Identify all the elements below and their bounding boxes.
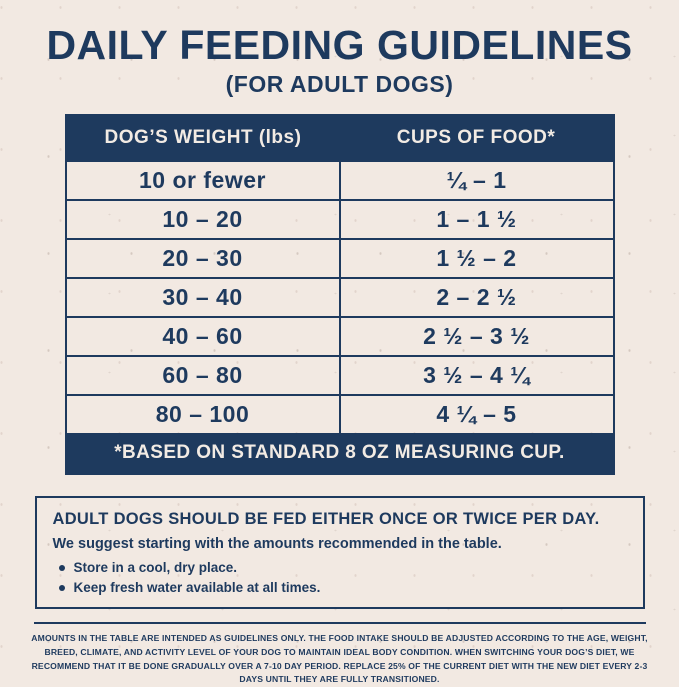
table-row: 60 – 80 3 ½ – 4 ¼ [66,355,613,395]
cups-cell: 3 ½ – 4 ¼ [423,362,530,389]
weight-cell: 10 – 20 [67,201,341,239]
weight-cell: 30 – 40 [67,279,341,317]
column-header-cups: CUPS OF FOOD* [396,127,556,149]
column-header-weight: DOG’S WEIGHT (lbs) [104,127,302,149]
table-row: 10 – 20 1 – 1 ½ [66,199,613,239]
weight-cell: 20 – 30 [67,240,341,278]
feeding-table: DOG’S WEIGHT (lbs) CUPS OF FOOD* 10 or f… [64,114,615,476]
info-bullet-list: Store in a cool, dry place. Keep fresh w… [53,560,627,595]
table-footnote: *BASED ON STANDARD 8 OZ MEASURING CUP. [66,433,613,474]
cups-cell: 2 – 2 ½ [436,284,517,311]
bullet-text: Store in a cool, dry place. [73,560,238,576]
table-row: 10 or fewer ¼ – 1 [66,160,613,200]
info-bullet-item: Keep fresh water available at all times. [53,580,627,595]
table-header-row: DOG’S WEIGHT (lbs) CUPS OF FOOD* [66,116,613,161]
info-subheading: We suggest starting with the amounts rec… [52,536,502,553]
bullet-dot-icon [58,565,65,572]
bullet-dot-icon [58,585,65,592]
cups-cell: 1 ½ – 2 [436,245,517,272]
table-row: 20 – 30 1 ½ – 2 [66,238,613,278]
info-bullet-item: Store in a cool, dry place. [53,560,627,575]
weight-cell: 10 or fewer [67,162,341,200]
bullet-text: Keep fresh water available at all times. [73,580,321,596]
table-row: 40 – 60 2 ½ – 3 ½ [66,316,613,356]
table-row: 30 – 40 2 – 2 ½ [66,277,613,317]
cups-cell: 2 ½ – 3 ½ [423,323,530,350]
divider-line [33,622,646,625]
cups-cell: 1 – 1 ½ [436,206,517,233]
weight-cell: 40 – 60 [67,318,341,356]
page-title: DAILY FEEDING GUIDELINES [46,22,633,68]
weight-cell: 80 – 100 [67,396,341,434]
info-heading: ADULT DOGS SHOULD BE FED EITHER ONCE OR … [52,510,600,529]
weight-cell: 60 – 80 [67,357,341,395]
table-row: 80 – 100 4 ¼ – 5 [66,394,613,434]
feeding-info-box: ADULT DOGS SHOULD BE FED EITHER ONCE OR … [34,496,645,610]
cups-cell: ¼ – 1 [446,167,507,194]
page-subtitle: (FOR ADULT DOGS) [225,71,454,98]
cups-cell: 4 ¼ – 5 [436,401,517,428]
